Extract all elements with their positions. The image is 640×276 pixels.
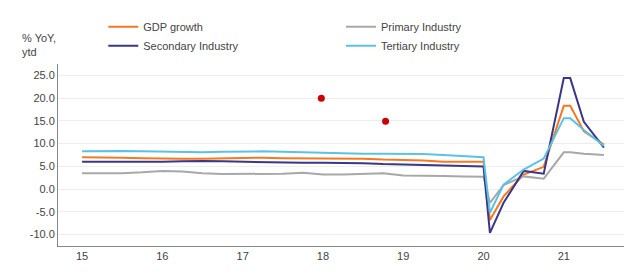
svg-text:25.0: 25.0: [33, 69, 54, 81]
svg-text:Secondary Industry: Secondary Industry: [143, 40, 238, 52]
svg-text:% YoY,ytd: % YoY,ytd: [22, 32, 56, 58]
svg-text:15: 15: [76, 250, 88, 262]
svg-text:Primary Industry: Primary Industry: [381, 21, 462, 33]
svg-text:20.0: 20.0: [33, 92, 54, 104]
svg-text:-5.0: -5.0: [36, 206, 55, 218]
svg-text:Tertiary Industry: Tertiary Industry: [381, 40, 460, 52]
svg-text:15.0: 15.0: [33, 115, 54, 127]
svg-text:0.0: 0.0: [40, 183, 55, 195]
svg-text:10.0: 10.0: [33, 137, 54, 149]
svg-text:16: 16: [156, 250, 168, 262]
svg-text:19: 19: [397, 250, 409, 262]
svg-text:20: 20: [477, 250, 489, 262]
svg-text:18: 18: [317, 250, 329, 262]
svg-text:17: 17: [237, 250, 249, 262]
svg-text:GDP growth: GDP growth: [143, 21, 203, 33]
svg-text:21: 21: [558, 250, 570, 262]
svg-text:-10.0: -10.0: [30, 228, 55, 240]
svg-text:5.0: 5.0: [40, 160, 55, 172]
